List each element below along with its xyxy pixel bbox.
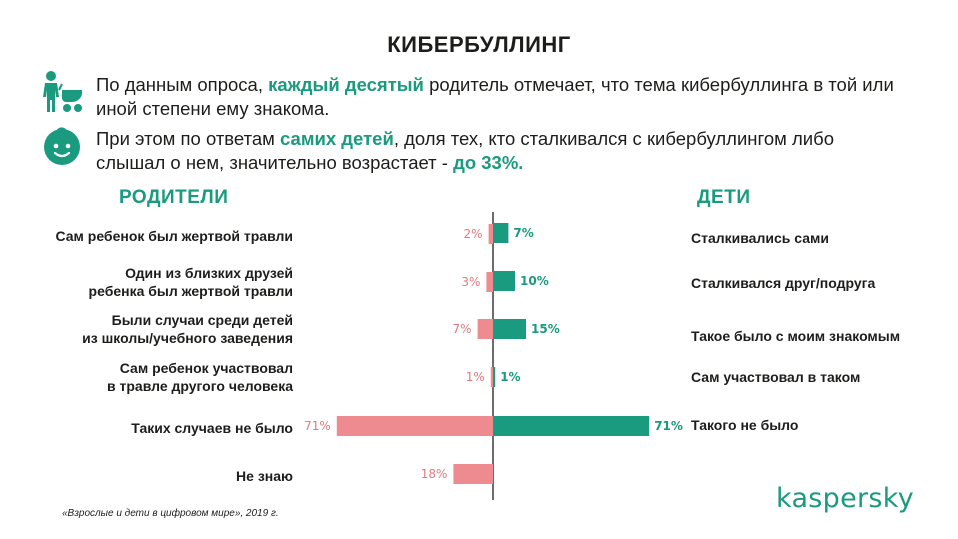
parents-row-label: Были случаи среди детей из школы/учебного… [13,311,293,347]
parents-row-label: Не знаю [13,467,293,485]
kids-bar [493,416,650,436]
parents-value-label: 2% [464,227,483,241]
parents-value-label: 1% [466,370,485,384]
parents-row-label-line: из школы/учебного заведения [82,330,293,346]
kids-row-label: Такого не было [691,417,799,433]
parents-bar [453,464,493,484]
kids-value-label: 10% [520,274,549,288]
kids-bar [493,271,515,291]
parents-row-label: Один из близких друзей ребенка был жертво… [13,264,293,300]
parents-bar [490,367,493,387]
kids-value-label: 1% [500,370,520,384]
page-title: КИБЕРБУЛЛИНГ [387,32,571,57]
parents-bar [488,224,493,244]
intro-highlight-kids: самих детей [280,128,394,149]
intro-highlight-percent: до 33%. [453,152,524,173]
parents-bar [477,319,493,339]
kids-bar [493,223,509,243]
parents-row-label-line: Не знаю [236,468,293,484]
kids-row-label: Сам участвовал в таком [691,369,861,385]
parents-row-label-line: ребенка был жертвой травли [88,283,293,299]
parents-column-header: РОДИТЕЛИ [119,187,229,208]
intro-highlight-parents: каждый десятый [268,74,424,95]
kids-bar [493,319,526,339]
parent-with-stroller-icon [43,71,83,112]
parents-row-label-line: Таких случаев не было [131,420,293,436]
parents-row-label-line: Сам ребенок был жертвой травли [55,228,293,244]
intro-parents-text: По данным опроса, каждый десятый родител… [96,74,894,119]
parents-row-label: Таких случаев не было [13,419,293,437]
parents-row-label: Сам ребенок участвовал в травле другого ч… [13,359,293,395]
intro-kids-text: При этом по ответам самих детей, доля те… [96,128,835,173]
parents-bar [486,272,493,292]
parents-row-label: Сам ребенок был жертвой травли [13,227,293,245]
child-face-icon [44,127,80,165]
kids-value-label: 71% [654,419,683,433]
source-note: «Взрослые и дети в цифровом мире», 2019 … [62,508,279,519]
kids-row-label: Сталкивались сами [691,230,829,246]
kids-bar [493,367,496,387]
parents-bar [336,416,493,436]
parents-value-label: 7% [453,322,472,336]
parents-row-label-line: Один из близких друзей [125,265,293,281]
kids-row-label: Сталкивался друг/подруга [691,275,876,291]
parents-row-label-line: Сам ребенок участвовал [119,360,293,376]
kids-column-header: ДЕТИ [697,187,751,208]
kids-row-label: Такое было с моим знакомым [691,328,901,344]
parents-row-label-line: Были случаи среди детей [111,312,293,328]
kaspersky-logo: kaspersky [776,483,915,514]
parents-value-label: 18% [421,467,448,481]
parents-row-label-line: в травле другого человека [107,378,293,394]
parents-value-label: 71% [304,419,331,433]
kids-value-label: 15% [531,322,560,336]
kids-value-label: 7% [513,226,533,240]
parents-value-label: 3% [461,275,480,289]
